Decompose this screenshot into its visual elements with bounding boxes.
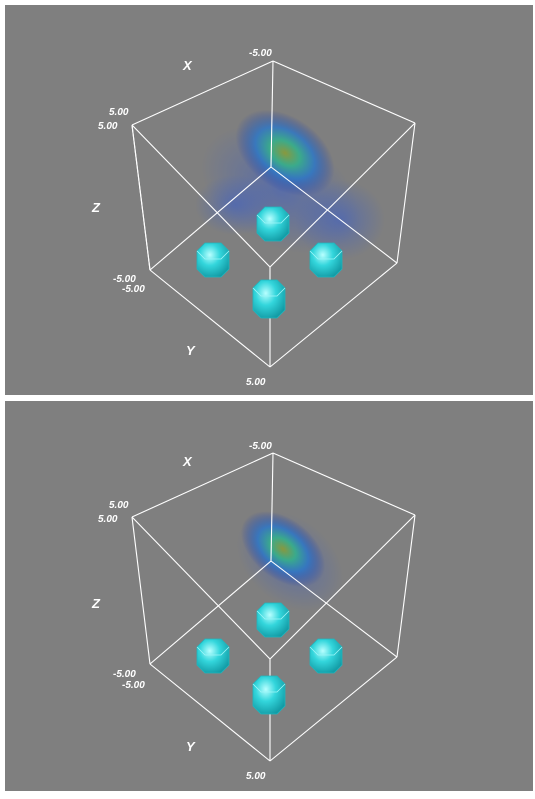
marker-cube-front — [252, 675, 286, 715]
y-axis-tick-near: -5.00 — [122, 680, 145, 691]
z-axis-label: Z — [91, 200, 101, 215]
y-axis-tick-end: 5.00 — [246, 771, 266, 782]
z-axis-tick-top-1: 5.00 — [109, 500, 129, 511]
volume-render-panel-bottom: X -5.00 5.00 5.00 Z -5.00 -5.00 Y 5.00 — [5, 401, 533, 791]
marker-cube-front — [252, 279, 286, 319]
marker-cube-back — [256, 206, 290, 242]
marker-cube-back — [256, 602, 290, 638]
y-axis-tick-end: 5.00 — [246, 377, 266, 388]
volume-density-cloud — [236, 510, 344, 612]
marker-cube-right — [309, 242, 343, 278]
volume-render-view: X -5.00 5.00 5.00 Z -5.00 -5.00 Y 5.00 — [91, 441, 416, 782]
z-axis-tick-bottom: -5.00 — [113, 669, 136, 680]
marker-cube-right — [309, 638, 343, 674]
y-axis-tick-near: -5.00 — [122, 284, 145, 295]
x-axis-label: X — [182, 58, 193, 73]
x-axis-label: X — [182, 454, 193, 469]
z-axis-tick-top-2: 5.00 — [98, 514, 118, 525]
x-axis-tick: -5.00 — [249, 441, 272, 452]
z-axis-label: Z — [91, 596, 101, 611]
y-axis-label: Y — [186, 343, 196, 358]
bounding-cube — [131, 60, 416, 368]
bounding-cube — [131, 452, 416, 762]
volume-density-cloud — [195, 109, 385, 260]
y-axis-label: Y — [186, 739, 196, 754]
marker-cube-left — [196, 242, 230, 278]
x-axis-tick: -5.00 — [249, 48, 272, 59]
volume-render-panel-top: X -5.00 5.00 5.00 Z -5.00 -5.00 Y 5.00 — [5, 5, 533, 395]
volume-render-view: X -5.00 5.00 5.00 Z -5.00 -5.00 Y 5.00 — [91, 48, 416, 388]
z-axis-tick-bottom: -5.00 — [113, 274, 136, 285]
z-axis-tick-top-2: 5.00 — [98, 121, 118, 132]
z-axis-tick-top-1: 5.00 — [109, 107, 129, 118]
marker-cube-left — [196, 638, 230, 674]
